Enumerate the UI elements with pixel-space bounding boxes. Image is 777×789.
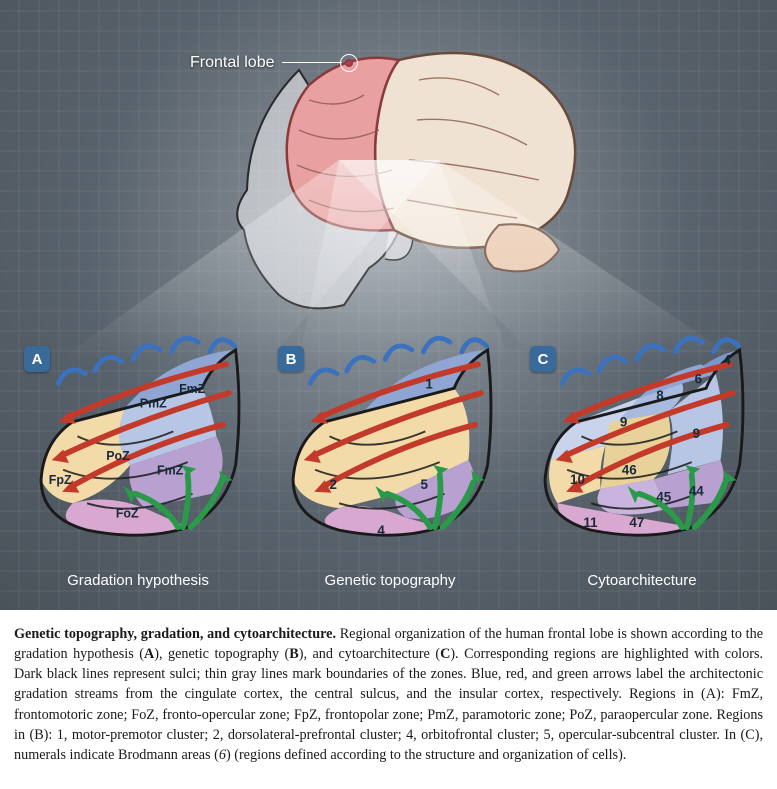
label-pmz: PmZ	[140, 396, 167, 410]
caption-text-3: ), and cytoarchitecture (	[299, 646, 440, 662]
caption-c: C	[440, 646, 450, 662]
caption-text-4: ). Corresponding regions are highlighted…	[14, 646, 763, 763]
caption-b: B	[289, 646, 298, 662]
caption-text-2: ), genetic topography (	[154, 646, 289, 662]
label-c-47: 47	[629, 515, 644, 530]
caption-title: Genetic topography, gradation, and cytoa…	[14, 626, 336, 642]
label-c-8: 8	[656, 388, 664, 403]
label-poz: PoZ	[106, 449, 130, 463]
label-foz: FoZ	[116, 507, 139, 521]
panel-c-label: Cytoarchitecture	[522, 572, 762, 589]
label-b-1: 1	[425, 376, 433, 391]
label-c-9a: 9	[620, 415, 627, 430]
panel-a-lobe: FmZ PmZ FpZ PoZ FmZ FoZ	[20, 326, 250, 556]
label-fpz: FpZ	[49, 473, 72, 487]
panel-b-label: Genetic topography	[270, 572, 510, 589]
brain-head-illustration	[169, 30, 609, 310]
figure-top-panel: Frontal lobe A B C	[0, 0, 777, 610]
figure-container: Frontal lobe A B C	[0, 0, 777, 789]
label-c-11: 11	[583, 515, 598, 530]
frontal-lobe-marker-dot	[340, 54, 358, 72]
panel-c-lobe: 4 6 8 9 9 46 10 45 44 47 11	[524, 326, 754, 556]
frontal-lobe-label: Frontal lobe	[190, 54, 275, 72]
panel-a-label: Gradation hypothesis	[18, 572, 258, 589]
label-fmz-top: FmZ	[179, 382, 206, 396]
label-c-4: 4	[723, 352, 731, 367]
label-c-10: 10	[570, 472, 585, 487]
panel-b-lobe: 1 2 5 4	[272, 326, 502, 556]
label-fmz-low: FmZ	[157, 464, 184, 478]
label-c-44: 44	[689, 484, 704, 499]
frontal-lobe-leader-line	[282, 62, 342, 63]
label-b-2: 2	[330, 477, 337, 492]
label-c-6: 6	[695, 372, 702, 387]
caption-ref: 6	[219, 747, 226, 763]
caption-a: A	[144, 646, 154, 662]
label-b-4: 4	[377, 523, 385, 538]
label-c-46: 46	[622, 463, 637, 478]
label-b-5: 5	[421, 477, 429, 492]
caption-text-5: ) (regions defined according to the stru…	[226, 747, 626, 763]
label-c-45: 45	[656, 489, 671, 504]
label-c-9b: 9	[693, 426, 700, 441]
figure-caption: Genetic topography, gradation, and cytoa…	[0, 610, 777, 781]
